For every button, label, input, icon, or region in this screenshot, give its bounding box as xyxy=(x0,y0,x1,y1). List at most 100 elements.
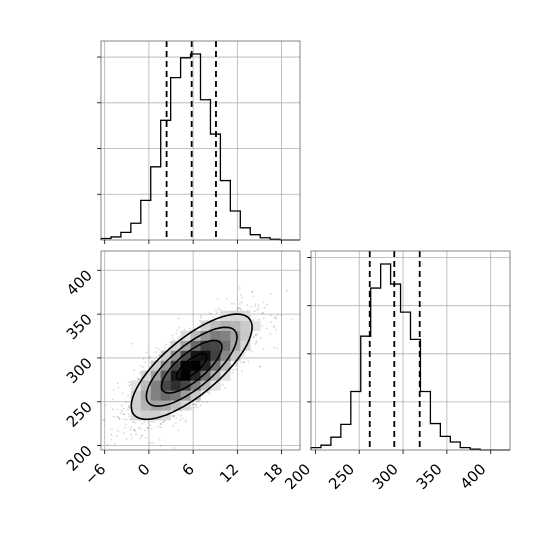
scatter-point xyxy=(290,318,293,320)
scatter-point xyxy=(247,360,250,363)
scatter-point xyxy=(122,455,124,457)
density-bin xyxy=(180,370,191,381)
scatter-point xyxy=(127,408,129,411)
scatter-point xyxy=(127,381,130,384)
scatter-point xyxy=(185,419,187,421)
scatter-point xyxy=(241,297,244,299)
scatter-point xyxy=(150,420,153,423)
scatter-point xyxy=(254,303,257,306)
density-bin xyxy=(170,340,181,351)
scatter-point xyxy=(199,404,202,407)
right-hist-histogram-step xyxy=(310,263,510,451)
scatter-point xyxy=(89,396,91,398)
scatter-point xyxy=(128,384,131,387)
scatter-point xyxy=(254,305,257,308)
scatter-point xyxy=(240,308,243,311)
density-bin xyxy=(170,350,181,361)
scatter-point xyxy=(141,434,144,437)
scatter-point xyxy=(251,290,254,293)
density-bin xyxy=(140,380,151,391)
scatter-point xyxy=(225,298,228,300)
density-bin xyxy=(200,370,211,381)
scatter-point xyxy=(119,412,122,415)
scatter-point xyxy=(127,413,130,415)
scatter-point xyxy=(202,401,204,404)
density-bin xyxy=(220,360,231,371)
scatter-point xyxy=(171,415,174,417)
scatter-point xyxy=(142,366,145,368)
scatter-point xyxy=(133,369,136,372)
scatter-point xyxy=(122,413,125,416)
density-bin xyxy=(220,340,231,351)
scatter-point xyxy=(176,329,179,332)
scatter-point xyxy=(137,377,139,380)
joint-frame xyxy=(100,250,301,451)
scatter-point xyxy=(240,361,243,364)
scatter-point xyxy=(135,433,137,435)
top-hist-histogram-step xyxy=(100,53,300,241)
density-bin xyxy=(220,350,231,361)
scatter-point xyxy=(111,428,113,431)
scatter-point xyxy=(259,337,262,339)
scatter-point xyxy=(104,404,107,407)
scatter-point xyxy=(77,437,79,439)
scatter-point xyxy=(235,363,238,366)
density-bin xyxy=(200,360,211,371)
scatter-point xyxy=(261,325,264,328)
scatter-point xyxy=(216,312,218,314)
scatter-point xyxy=(106,444,109,446)
scatter-point xyxy=(130,342,133,345)
scatter-point xyxy=(146,427,149,429)
density-bin xyxy=(180,380,191,391)
scatter-point xyxy=(115,435,118,438)
scatter-point xyxy=(116,382,119,384)
scatter-point xyxy=(133,421,136,424)
joint-ytick-label: 250 xyxy=(63,398,96,431)
density-bin xyxy=(230,320,241,331)
density-bin xyxy=(160,380,171,391)
density-bin xyxy=(220,320,231,331)
scatter-point xyxy=(261,311,264,314)
scatter-point xyxy=(118,417,121,419)
scatter-point xyxy=(113,442,116,445)
scatter-point xyxy=(155,346,158,349)
scatter-point xyxy=(246,304,249,306)
scatter-point xyxy=(256,309,259,311)
scatter-point xyxy=(231,371,234,374)
scatter-point xyxy=(239,307,241,309)
density-bin xyxy=(210,320,221,331)
scatter-point xyxy=(172,337,175,340)
scatter-point xyxy=(254,343,257,345)
scatter-point xyxy=(172,424,175,427)
density-bin xyxy=(170,370,181,381)
scatter-point xyxy=(158,439,161,441)
scatter-point xyxy=(270,321,272,324)
right-hist-xtick-label: 400 xyxy=(457,460,490,493)
joint-xtick-label: 0 xyxy=(134,460,153,479)
scatter-point xyxy=(274,315,277,318)
scatter-point xyxy=(235,365,237,368)
scatter-point xyxy=(129,428,132,431)
scatter-point xyxy=(155,351,158,353)
scatter-point xyxy=(138,372,141,374)
scatter-point xyxy=(123,418,126,421)
scatter-point xyxy=(269,333,272,335)
density-bin xyxy=(170,380,181,391)
scatter-point xyxy=(110,433,113,436)
right-hist-xtick-label: 300 xyxy=(369,460,402,493)
joint-ytick-label: 400 xyxy=(63,266,96,299)
scatter-point xyxy=(221,384,224,386)
density-bin xyxy=(150,390,162,401)
density-bin xyxy=(150,380,162,391)
scatter-point xyxy=(275,328,277,331)
scatter-point xyxy=(265,327,268,330)
scatter-point xyxy=(173,414,176,417)
scatter-point xyxy=(120,410,123,412)
scatter-point xyxy=(148,421,150,424)
scatter-point xyxy=(216,298,219,300)
scatter-point xyxy=(127,394,129,397)
scatter-point xyxy=(123,413,125,416)
scatter-point xyxy=(215,309,218,312)
scatter-point xyxy=(128,415,131,418)
